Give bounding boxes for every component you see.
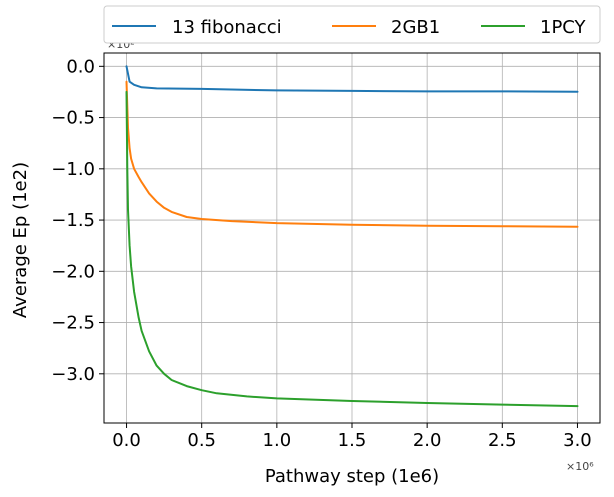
legend-label-0: 13 fibonacci [172,17,282,38]
grid-lines [104,53,600,423]
y-axis-ticks: 0.0 −0.5 −1.0 −1.5 −2.0 −2.5 −3.0 [51,56,104,385]
legend: 13 fibonacci 2GB1 1PCY [103,5,601,44]
x-axis-title: Pathway step (1e6) [265,466,439,487]
series-lines [125,65,579,408]
x-axis-ticks: 0.0 0.5 1.0 1.5 2.0 2.5 3.0 [112,423,592,451]
series-line-0 [125,65,579,93]
series-line-2 [125,90,579,408]
x-axis-offset-label: ×10⁶ [566,460,594,473]
x-tick-label: 2.5 [488,430,517,451]
x-tick-label: 0.5 [187,430,216,451]
legend-box [103,5,601,44]
x-tick-label: 2.0 [413,430,442,451]
x-tick-label: 1.0 [263,430,292,451]
x-tick-label: 0.0 [112,430,141,451]
y-tick-label: −1.0 [51,159,95,180]
y-tick-label: −2.0 [51,261,95,282]
legend-label-1: 2GB1 [391,17,440,38]
y-axis-title: Average Ep (1e2) [10,162,31,318]
series-line-1 [125,80,579,228]
y-tick-label: −2.5 [51,313,95,334]
y-tick-label: −0.5 [51,108,95,129]
y-tick-label: −1.5 [51,210,95,231]
legend-label-2: 1PCY [540,17,587,38]
x-tick-label: 3.0 [563,430,592,451]
y-tick-label: 0.0 [66,56,95,77]
x-tick-label: 1.5 [338,430,367,451]
y-tick-label: −3.0 [51,364,95,385]
